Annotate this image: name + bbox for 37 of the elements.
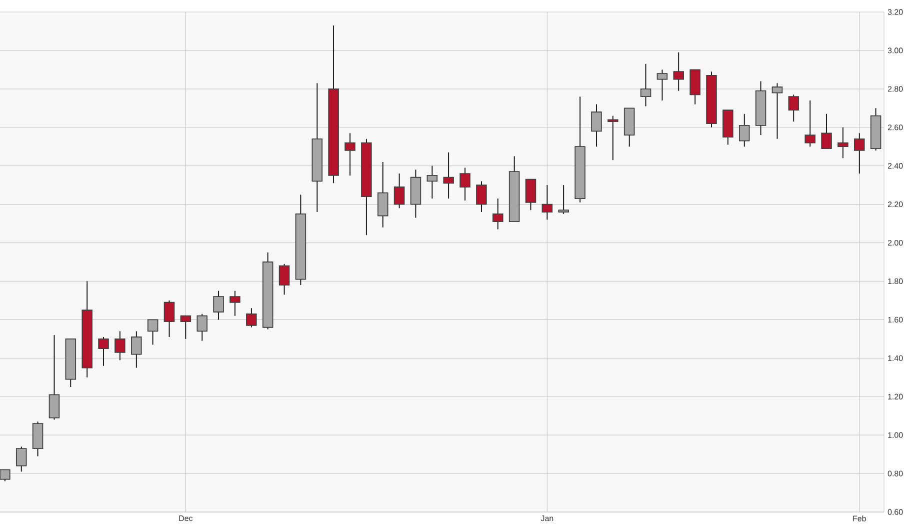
candlestick xyxy=(196,313,208,342)
candlestick xyxy=(394,173,405,209)
candlestick xyxy=(492,198,504,230)
candlestick xyxy=(673,52,684,92)
candlestick xyxy=(0,469,10,482)
candlestick xyxy=(804,100,816,148)
candlestick xyxy=(147,319,158,346)
candlestick xyxy=(838,126,848,159)
candlestick xyxy=(180,315,192,340)
candlestick xyxy=(460,167,470,201)
candlestick xyxy=(772,82,783,140)
candlestick xyxy=(542,184,553,220)
candlestick xyxy=(821,113,832,149)
candlestick xyxy=(230,290,240,316)
candlestick xyxy=(213,290,224,320)
candlestick xyxy=(788,94,800,122)
candlestick xyxy=(443,152,454,199)
candlestick xyxy=(608,115,618,161)
candlestick xyxy=(246,308,257,328)
candlestick xyxy=(131,330,142,368)
candlestick xyxy=(558,184,569,214)
candlestick xyxy=(164,300,175,338)
candlestick xyxy=(114,330,126,361)
candlestick xyxy=(98,336,109,366)
candlestick xyxy=(738,113,750,148)
candlestick xyxy=(476,180,487,212)
candlestick xyxy=(640,63,652,107)
candlestick xyxy=(16,446,27,472)
candlestick xyxy=(278,263,290,296)
candlestick xyxy=(656,69,668,101)
candlestick xyxy=(344,132,356,176)
candlestick xyxy=(591,104,602,148)
candlestick xyxy=(854,132,865,174)
candlestick xyxy=(525,178,536,211)
candlestick xyxy=(48,334,60,420)
candlestick xyxy=(377,162,388,228)
candlestick xyxy=(426,165,438,199)
